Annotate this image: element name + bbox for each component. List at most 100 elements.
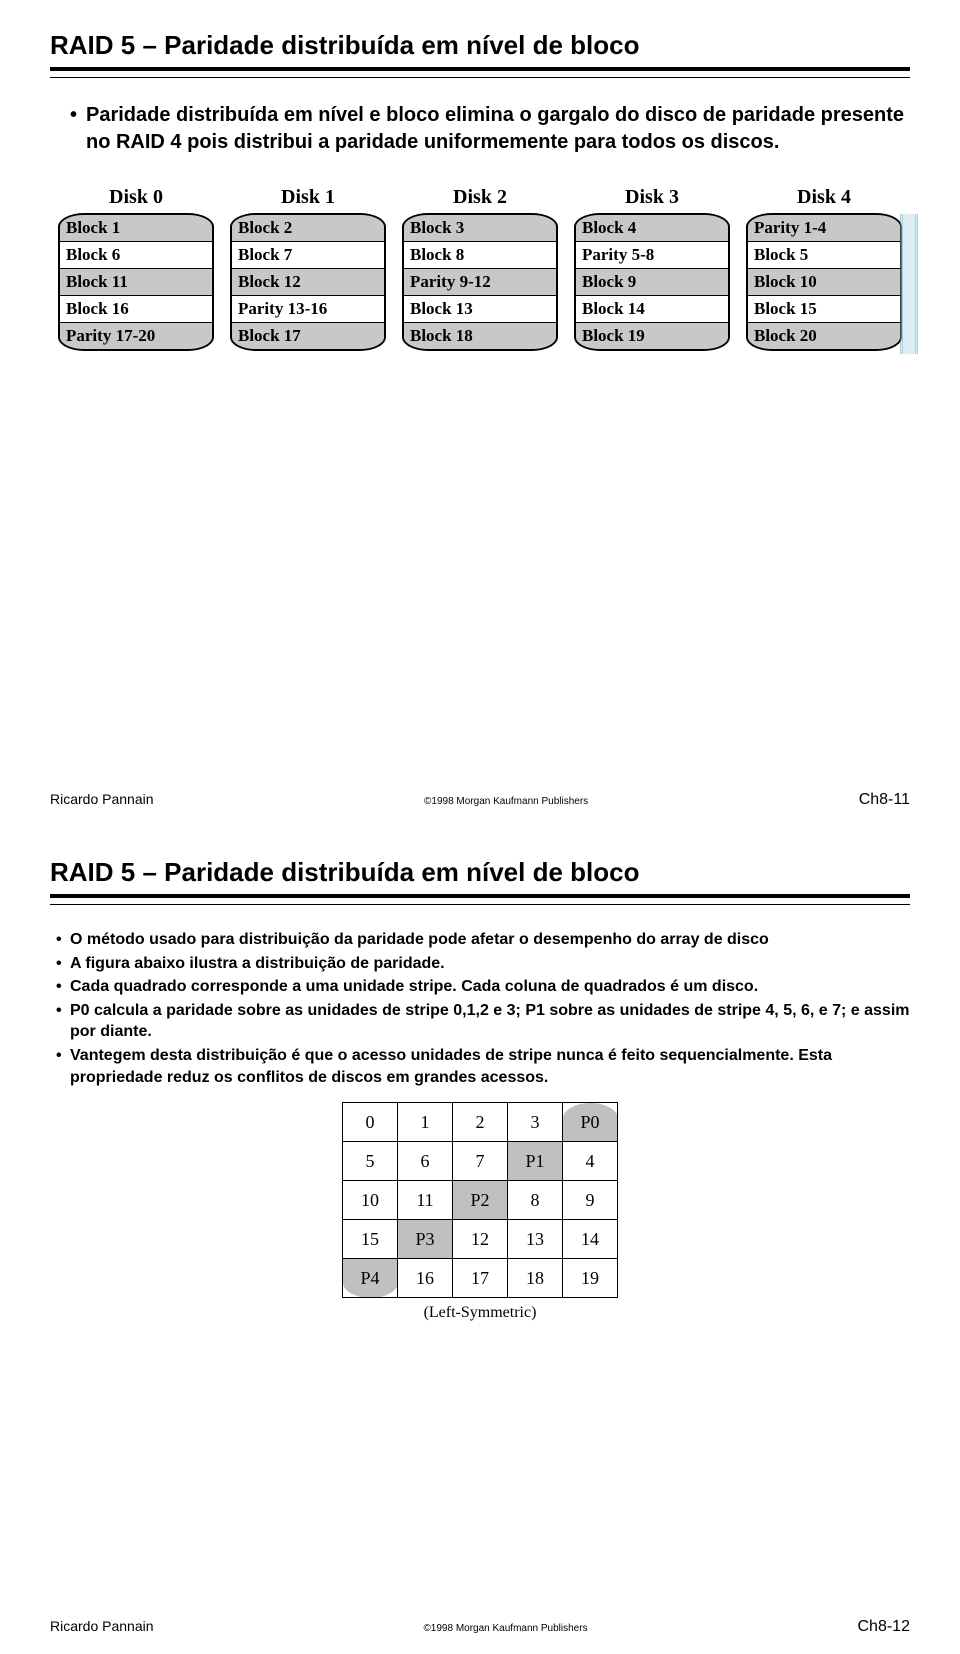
footer-publisher: ©1998 Morgan Kaufmann Publishers — [424, 796, 588, 807]
stripe-cell: 0 — [343, 1103, 398, 1142]
diagram-side-accent — [900, 214, 918, 354]
disk-cell: Block 11 — [60, 269, 212, 296]
parity-cell: P2 — [453, 1181, 508, 1220]
bullet-text: P0 calcula a paridade sobre as unidades … — [70, 1000, 910, 1043]
disk-cell: Block 14 — [576, 296, 728, 323]
stripe-cell: 3 — [508, 1103, 563, 1142]
slide2-footer: Ricardo Pannain ©1998 Morgan Kaufmann Pu… — [50, 1618, 910, 1636]
stripe-cell: 1 — [398, 1103, 453, 1142]
disk-label: Disk 0 — [109, 186, 163, 209]
disk-label: Disk 2 — [453, 186, 507, 209]
disk-body: Block 4Parity 5-8Block 9Block 14Block 19 — [574, 213, 730, 351]
bullet-text: A figura abaixo ilustra a distribuição d… — [70, 953, 445, 975]
parity-cell: P3 — [398, 1220, 453, 1259]
disk-cell: Block 8 — [404, 242, 556, 269]
disk-cell: Parity 17-20 — [60, 323, 212, 349]
disk-cell: Block 7 — [232, 242, 384, 269]
stripe-diagram: 0123P0567P141011P28915P3121314P416171819… — [50, 1102, 910, 1322]
stripe-row: 1011P289 — [343, 1181, 618, 1220]
disk-column: Disk 0 Block 1Block 6Block 11Block 16Pari… — [60, 186, 212, 351]
stripe-cell: 17 — [453, 1259, 508, 1298]
bullet-item: •P0 calcula a paridade sobre as unidades… — [56, 1000, 910, 1043]
disk-cell: Block 10 — [748, 269, 900, 296]
stripe-cell: 14 — [563, 1220, 618, 1259]
disk-column: Disk 3 Block 4Parity 5-8Block 9Block 14Bl… — [576, 186, 728, 351]
stripe-row: 567P14 — [343, 1142, 618, 1181]
bullet-item: •A figura abaixo ilustra a distribuição … — [56, 953, 910, 975]
disk-cell: Block 9 — [576, 269, 728, 296]
bullet-text: Paridade distribuída em nível e bloco el… — [86, 102, 910, 156]
bullet-item: • Paridade distribuída em nível e bloco … — [70, 102, 910, 156]
disk-body: Block 3Block 8Parity 9-12Block 13Block 1… — [402, 213, 558, 351]
disk-cell: Block 6 — [60, 242, 212, 269]
stripe-cell: 6 — [398, 1142, 453, 1181]
stripe-cell: 13 — [508, 1220, 563, 1259]
parity-cell: P0 — [563, 1103, 618, 1142]
raid5-disk-diagram: Disk 0Block 1Block 6Block 11Block 16Pari… — [60, 186, 900, 351]
footer-author: Ricardo Pannain — [50, 791, 154, 807]
disk-cell: Parity 9-12 — [404, 269, 556, 296]
stripe-row: 0123P0 — [343, 1103, 618, 1142]
footer-page: Ch8-11 — [859, 791, 910, 809]
disk-body: Parity 1-4Block 5Block 10Block 15Block 2… — [746, 213, 902, 351]
slide1-bullets: • Paridade distribuída em nível e bloco … — [70, 102, 910, 156]
disk-cell: Block 18 — [404, 323, 556, 349]
slide-1: RAID 5 – Paridade distribuída em nível d… — [0, 0, 960, 827]
disk-body: Block 1Block 6Block 11Block 16Parity 17-… — [58, 213, 214, 351]
disk-label: Disk 4 — [797, 186, 851, 209]
stripe-row: P416171819 — [343, 1259, 618, 1298]
stripe-row: 15P3121314 — [343, 1220, 618, 1259]
disk-cell: Block 13 — [404, 296, 556, 323]
stripe-cell: 10 — [343, 1181, 398, 1220]
stripe-cell: 16 — [398, 1259, 453, 1298]
title-rule-thick — [50, 67, 910, 71]
stripe-cell: 19 — [563, 1259, 618, 1298]
stripe-caption: (Left-Symmetric) — [424, 1304, 537, 1322]
bullet-text: O método usado para distribuição da pari… — [70, 929, 769, 951]
disk-cell: Block 12 — [232, 269, 384, 296]
parity-cell: P4 — [343, 1259, 398, 1298]
disk-cell: Block 15 — [748, 296, 900, 323]
bullet-text: Cada quadrado corresponde a uma unidade … — [70, 976, 758, 998]
stripe-cell: 12 — [453, 1220, 508, 1259]
disk-cell: Block 19 — [576, 323, 728, 349]
stripe-cell: 11 — [398, 1181, 453, 1220]
title-rule-thin — [50, 904, 910, 905]
stripe-cell: 5 — [343, 1142, 398, 1181]
stripe-cell: 7 — [453, 1142, 508, 1181]
bullet-dot-icon: • — [70, 102, 86, 129]
disk-cell: Block 1 — [60, 215, 212, 242]
disk-cell: Block 2 — [232, 215, 384, 242]
disk-cell: Block 17 — [232, 323, 384, 349]
disk-label: Disk 1 — [281, 186, 335, 209]
bullet-item: •Vantegem desta distribuição é que o ace… — [56, 1045, 910, 1088]
disk-cell: Parity 5-8 — [576, 242, 728, 269]
slide2-title: RAID 5 – Paridade distribuída em nível d… — [50, 857, 910, 888]
bullet-dot-icon: • — [56, 1045, 70, 1088]
disk-column: Disk 1 Block 2Block 7Block 12Parity 13-16… — [232, 186, 384, 351]
stripe-cell: 9 — [563, 1181, 618, 1220]
disk-body: Block 2Block 7Block 12Parity 13-16Block … — [230, 213, 386, 351]
stripe-grid-table: 0123P0567P141011P28915P3121314P416171819 — [342, 1102, 618, 1298]
stripe-cell: 4 — [563, 1142, 618, 1181]
stripe-cell: 8 — [508, 1181, 563, 1220]
bullet-dot-icon: • — [56, 976, 70, 998]
footer-author: Ricardo Pannain — [50, 1618, 154, 1634]
disk-cell: Block 3 — [404, 215, 556, 242]
disk-cell: Block 20 — [748, 323, 900, 349]
parity-cell: P1 — [508, 1142, 563, 1181]
bullet-dot-icon: • — [56, 929, 70, 951]
bullet-text: Vantegem desta distribuição é que o aces… — [70, 1045, 910, 1088]
bullet-dot-icon: • — [56, 953, 70, 975]
stripe-cell: 2 — [453, 1103, 508, 1142]
title-rule-thin — [50, 77, 910, 78]
disk-cell: Block 5 — [748, 242, 900, 269]
footer-publisher: ©1998 Morgan Kaufmann Publishers — [423, 1623, 587, 1634]
stripe-cell: 18 — [508, 1259, 563, 1298]
bullet-item: •O método usado para distribuição da par… — [56, 929, 910, 951]
disk-cell: Block 16 — [60, 296, 212, 323]
disk-cell: Parity 1-4 — [748, 215, 900, 242]
footer-page: Ch8-12 — [858, 1618, 910, 1636]
disk-label: Disk 3 — [625, 186, 679, 209]
bullet-item: •Cada quadrado corresponde a uma unidade… — [56, 976, 910, 998]
